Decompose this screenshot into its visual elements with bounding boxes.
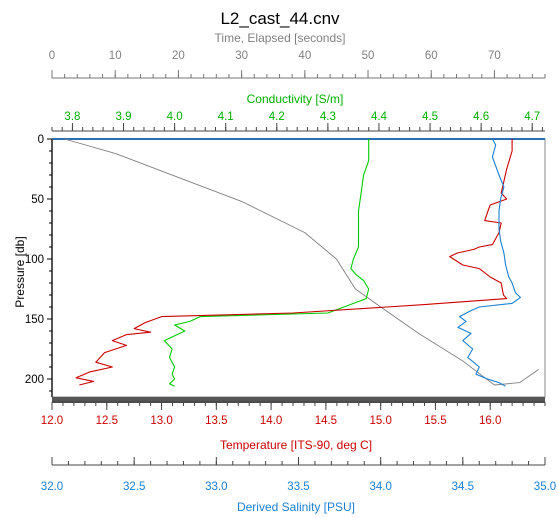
conductivity-tick-label: 3.9 — [116, 111, 132, 123]
temperature-tick-label: 14.0 — [260, 415, 282, 427]
salinity-tick-label: 35.0 — [534, 481, 556, 493]
conductivity-tick-label: 4.4 — [371, 111, 388, 123]
conductivity-tick-label: 4.6 — [473, 111, 489, 123]
pressure-tick-label: 0 — [38, 134, 44, 146]
conductivity-axis-label: Conductivity [S/m] — [247, 92, 344, 106]
time-tick-label: 0 — [49, 50, 55, 62]
pressure-tick-label: 150 — [25, 314, 44, 326]
plot-border — [51, 138, 546, 398]
pressure-axis-label: Pressure [db] — [13, 236, 27, 307]
salinity-tick-label: 33.0 — [205, 481, 227, 493]
conductivity-axis: 3.8 3.9 4.0 4.1 4.2 4.3 4.4 4.5 4.6 4.7 — [51, 111, 545, 132]
conductivity-tick-label: 4.1 — [218, 111, 234, 123]
time-tick-label: 10 — [109, 50, 122, 62]
conductivity-tick-label: 4.2 — [269, 111, 285, 123]
salinity-profile-line — [457, 138, 521, 387]
salinity-axis-label: Derived Salinity [PSU] — [237, 500, 355, 514]
plot-frame — [51, 138, 546, 403]
time-tick-label: 50 — [362, 50, 375, 62]
temperature-tick-label: 14.5 — [315, 415, 337, 427]
temperature-axis: 12.0 12.5 13.0 13.5 14.0 14.5 15.0 15.5 16.0 — [41, 401, 546, 427]
temperature-tick-label: 13.5 — [205, 415, 227, 427]
conductivity-tick-label: 4.0 — [167, 111, 183, 123]
conductivity-profile-line — [163, 139, 370, 387]
time-tick-label: 70 — [488, 50, 501, 62]
temperature-tick-label: 15.5 — [424, 415, 446, 427]
conductivity-tick-label: 3.8 — [64, 111, 80, 123]
temperature-tick-label: 12.5 — [96, 415, 118, 427]
time-tick-label: 20 — [172, 50, 185, 62]
salinity-tick-label: 34.5 — [452, 481, 474, 493]
chart-title: L2_cast_44.cnv — [220, 9, 340, 28]
time-axis-label: Time, Elapsed [seconds] — [215, 31, 346, 45]
temperature-tick-label: 12.0 — [41, 415, 63, 427]
conductivity-tick-label: 4.5 — [422, 111, 438, 123]
time-tick-label: 40 — [298, 50, 311, 62]
salinity-tick-label: 33.5 — [287, 481, 309, 493]
pressure-tick-label: 200 — [25, 374, 44, 386]
series-layer — [64, 138, 539, 387]
temperature-tick-label: 16.0 — [479, 415, 501, 427]
time-tick-label: 30 — [235, 50, 248, 62]
conductivity-tick-label: 4.3 — [320, 111, 336, 123]
time-tick-label: 60 — [425, 50, 438, 62]
temperature-axis-label: Temperature [ITS-90, deg C] — [220, 438, 372, 452]
temperature-tick-label: 15.0 — [369, 415, 391, 427]
temperature-profile-line — [75, 139, 513, 386]
time-axis: 0 10 20 30 40 50 60 70 — [49, 50, 546, 79]
salinity-tick-label: 32.0 — [41, 481, 63, 493]
pressure-tick-label: 50 — [31, 194, 44, 206]
temperature-tick-label: 13.0 — [150, 415, 172, 427]
time-profile-line — [64, 138, 539, 386]
salinity-axis: 32.0 32.5 33.0 33.5 34.0 34.5 35.0 — [41, 457, 556, 493]
salinity-tick-label: 32.5 — [123, 481, 145, 493]
conductivity-tick-label: 4.7 — [524, 111, 540, 123]
pressure-tick-label: 100 — [25, 254, 44, 266]
salinity-tick-label: 34.0 — [369, 481, 391, 493]
pressure-axis: 0 50 100 150 200 — [25, 134, 52, 392]
